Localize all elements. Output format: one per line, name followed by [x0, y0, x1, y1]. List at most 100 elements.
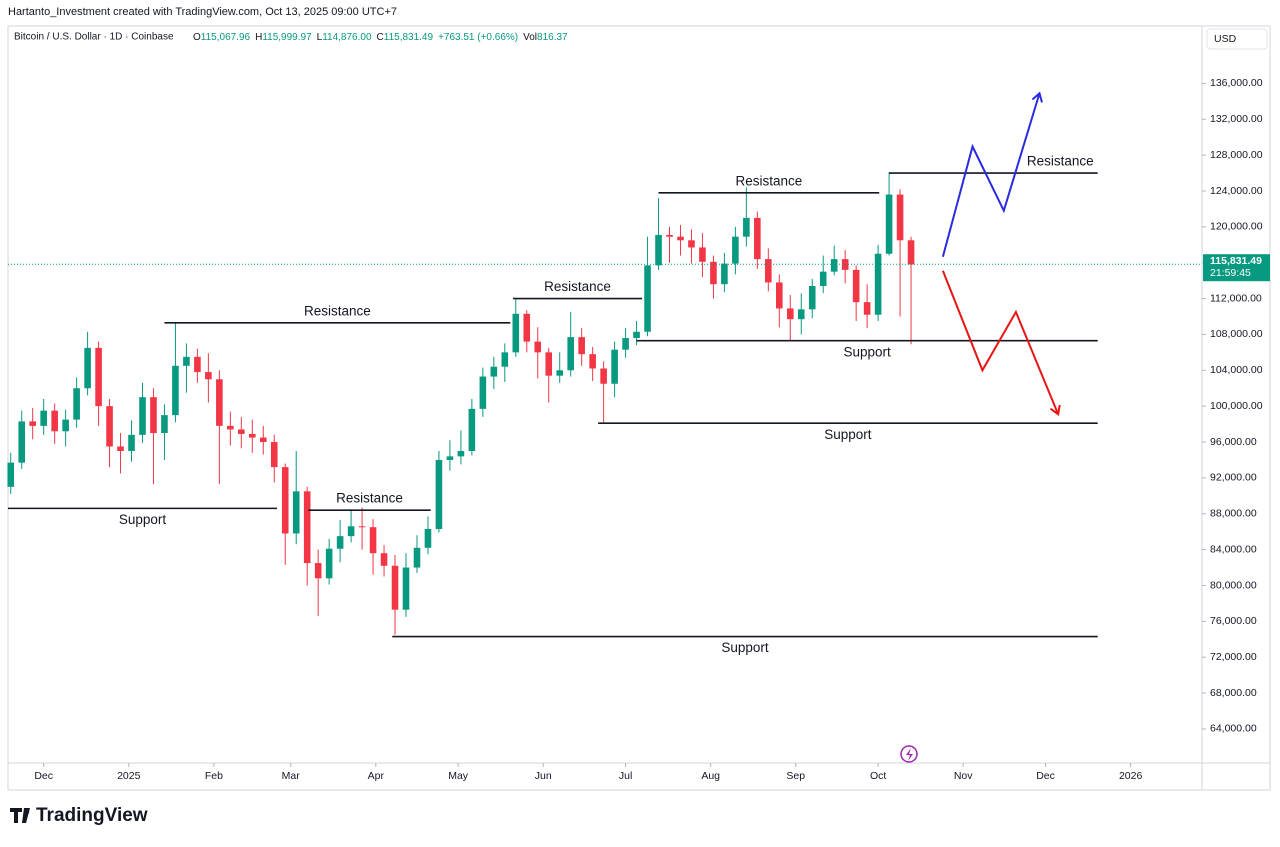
- candle-body: [139, 397, 146, 435]
- candle-body: [732, 236, 739, 264]
- candle-body: [819, 271, 827, 287]
- level-label: Support: [119, 512, 167, 527]
- plot-area: [7, 172, 915, 635]
- candle-body: [534, 341, 542, 353]
- x-tick-label: May: [448, 770, 469, 782]
- candle-body: [325, 548, 333, 579]
- candle-body: [216, 379, 223, 426]
- candle-body: [227, 425, 234, 430]
- candle-body: [545, 352, 553, 376]
- h-value: 115,999.97: [262, 32, 312, 43]
- candle-body: [150, 397, 157, 434]
- y-tick-label: 128,000.00: [1210, 149, 1263, 161]
- y-tick-label: 108,000.00: [1210, 328, 1263, 340]
- candle-body: [358, 526, 366, 528]
- level-label: Resistance: [1027, 154, 1094, 169]
- candle-body: [259, 437, 267, 443]
- candle-body: [501, 352, 509, 367]
- change: +763.51 (+0.66%): [438, 32, 518, 43]
- candle-body: [644, 265, 651, 332]
- candle-body: [688, 240, 695, 248]
- vol-value: 816.37: [537, 32, 568, 43]
- x-tick-label: 2026: [1119, 770, 1143, 782]
- candle-body: [18, 421, 26, 463]
- candle-body: [194, 356, 201, 373]
- x-tick-label: Apr: [368, 770, 385, 782]
- vol-key: Vol: [523, 32, 537, 43]
- y-tick-label: 64,000.00: [1210, 723, 1257, 735]
- candle-body: [128, 434, 135, 451]
- credit: Hartanto_Investment created with Trading…: [8, 6, 397, 18]
- candle-body: [808, 286, 816, 310]
- y-tick-label: 132,000.00: [1210, 113, 1263, 125]
- candle-body: [874, 253, 882, 315]
- candle-body: [303, 491, 311, 564]
- currency-button[interactable]: [1206, 28, 1268, 50]
- candle-body: [73, 388, 80, 420]
- candle-body: [512, 313, 520, 353]
- candle-body: [600, 368, 607, 384]
- candle-body: [106, 406, 113, 447]
- frame: [7, 25, 1271, 791]
- x-tick-label: Oct: [870, 770, 886, 782]
- candle-body: [523, 313, 531, 342]
- candle-body: [633, 331, 640, 339]
- y-tick-label: 112,000.00: [1210, 292, 1262, 304]
- candle-body: [655, 234, 662, 266]
- currency: USD: [1214, 33, 1237, 45]
- candle-body: [754, 217, 761, 260]
- candle-body: [907, 240, 915, 265]
- candle-body: [161, 415, 168, 434]
- y-tick-label: 124,000.00: [1210, 185, 1263, 197]
- candle-body: [347, 526, 355, 537]
- x-tick-label: Dec: [34, 770, 53, 782]
- candle-body: [248, 433, 256, 438]
- candle-body: [369, 527, 377, 554]
- candle-body: [490, 366, 498, 377]
- y-tick-label: 88,000.00: [1210, 508, 1257, 520]
- o-key: O: [193, 32, 201, 43]
- level-label: Support: [843, 344, 891, 359]
- level-label: Resistance: [544, 279, 611, 294]
- x-tick-label: 2025: [117, 770, 141, 782]
- x-tick-label: Sep: [786, 770, 805, 782]
- candle-body: [281, 467, 289, 534]
- level-label: Resistance: [304, 303, 371, 318]
- x-tick-label: Jun: [535, 770, 552, 782]
- candle-body: [622, 338, 629, 350]
- price-badge: [1203, 254, 1270, 282]
- logo-dot: [24, 809, 30, 815]
- candle-body: [314, 563, 322, 579]
- c-value: 115,831.49: [384, 32, 434, 43]
- candle-body: [797, 309, 805, 320]
- candle-body: [391, 565, 399, 610]
- level-label: Resistance: [336, 491, 403, 506]
- candle-body: [446, 456, 454, 460]
- candle-body: [721, 263, 728, 285]
- candle-body: [457, 450, 465, 457]
- candle-body: [743, 217, 750, 237]
- candle-body: [896, 194, 904, 241]
- level-label: Support: [721, 640, 769, 655]
- candle-body: [7, 462, 15, 487]
- level-label: Support: [824, 427, 872, 442]
- x-tick-label: Feb: [205, 770, 223, 782]
- candle-body: [183, 356, 190, 366]
- candle-body: [270, 442, 278, 468]
- candle-body: [62, 419, 69, 432]
- c-key: C: [377, 32, 384, 43]
- candle-body: [786, 308, 794, 320]
- candle-body: [51, 410, 58, 432]
- candle-body: [95, 347, 102, 407]
- y-tick-label: 72,000.00: [1210, 651, 1257, 663]
- price-label: 115,831.49: [1210, 255, 1262, 267]
- candle-body: [117, 446, 124, 451]
- ohlc: O115,067.96 H115,999.97 L114,876.00 C115,83…: [193, 32, 568, 43]
- candle-body: [589, 354, 596, 369]
- y-tick-label: 100,000.00: [1210, 400, 1263, 412]
- candle-body: [435, 459, 443, 529]
- y-tick-label: 68,000.00: [1210, 687, 1257, 699]
- candle-body: [380, 553, 388, 566]
- candle-body: [666, 234, 673, 237]
